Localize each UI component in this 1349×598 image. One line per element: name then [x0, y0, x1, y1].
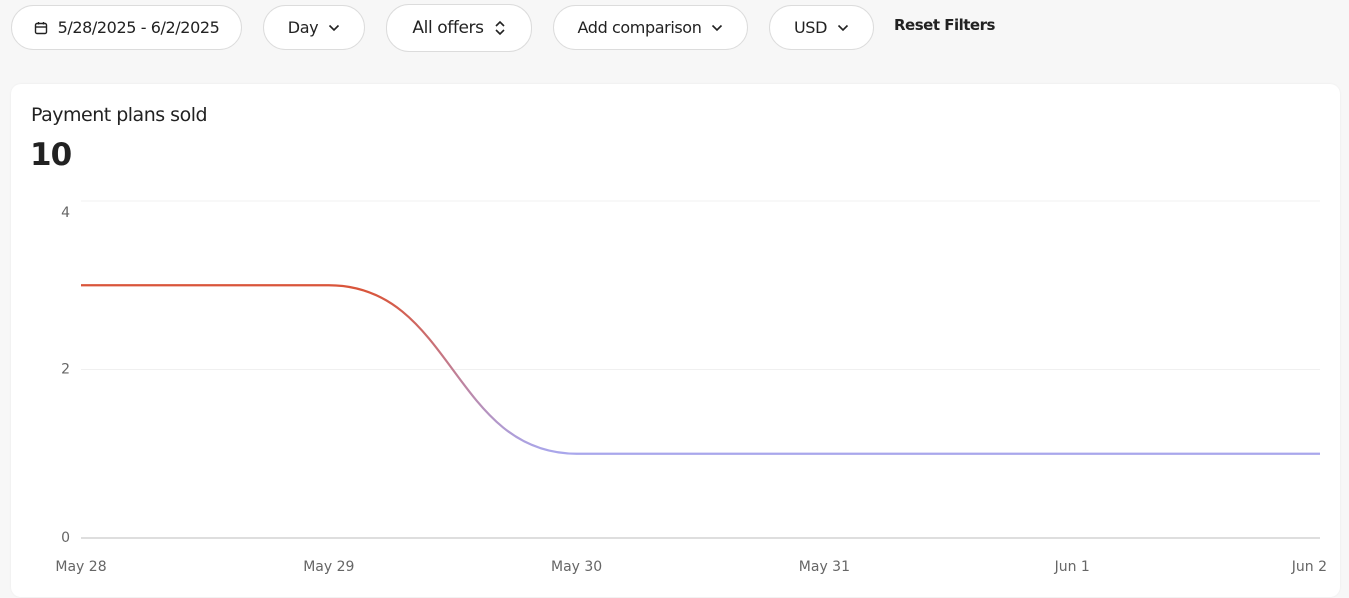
x-tick-label: May 29	[303, 559, 354, 575]
date-range-button[interactable]: 5/28/2025 - 6/2/2025	[11, 5, 242, 50]
calendar-icon	[34, 21, 47, 34]
chart-total: 10	[30, 137, 72, 173]
comparison-button[interactable]: Add comparison	[553, 5, 748, 50]
x-tick-label: May 28	[55, 559, 106, 575]
interval-button[interactable]: Day	[263, 5, 365, 50]
updown-icon	[495, 20, 505, 36]
chart-title: Payment plans sold	[31, 104, 208, 126]
y-tick-label: 0	[61, 530, 70, 546]
x-tick-label: May 31	[799, 559, 850, 575]
line	[81, 284, 1320, 455]
reset-filters[interactable]: Reset Filters	[894, 16, 995, 34]
currency-button[interactable]: USD	[769, 5, 874, 50]
chevron-icon	[712, 24, 723, 31]
x-tick-label: Jun 2	[1291, 559, 1327, 575]
chevron-icon	[329, 24, 340, 31]
date-range-label: 5/28/2025 - 6/2/2025	[57, 18, 220, 37]
interval-label: Day	[287, 18, 319, 37]
x-tick-label: May 30	[551, 559, 602, 575]
chart: 0 2 4 May 28 May 29 May 30 May 31 Jun 1 Jun 2	[55, 200, 1327, 575]
comparison-label: Add comparison	[577, 18, 702, 37]
offers-button[interactable]: All offers	[386, 4, 532, 52]
x-tick-label: Jun 1	[1054, 559, 1090, 575]
chevron-icon	[837, 24, 849, 31]
y-tick-label: 2	[61, 362, 70, 378]
currency-label: USD	[794, 18, 827, 37]
y-tick-label: 4	[61, 205, 70, 221]
chart-card: 0 2 4 May 28 May 29 May 30 May 31 Jun 1 Jun 2 Pa…	[11, 84, 1340, 597]
offers-label: All offers	[412, 18, 484, 38]
